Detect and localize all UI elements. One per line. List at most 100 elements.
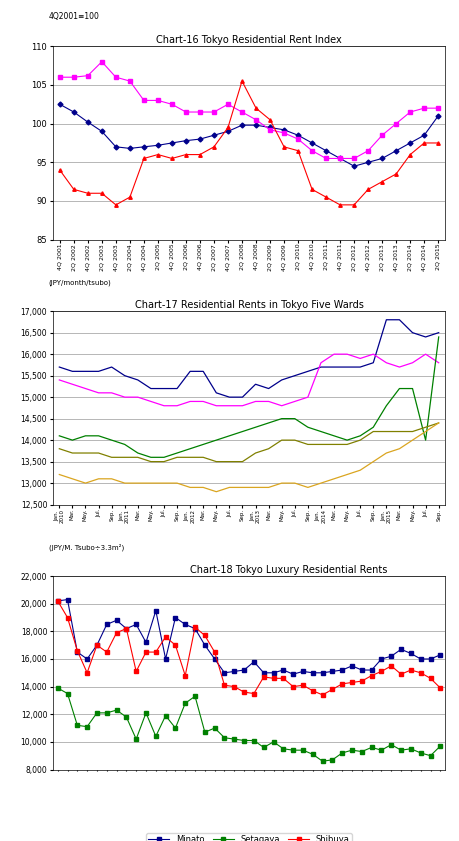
- Minato Ward: [292, 371, 297, 381]
- Chiyoda Ward: [384, 400, 389, 410]
- Compact: [421, 103, 427, 114]
- Chiyoda Ward: [436, 332, 442, 342]
- Minato: [84, 654, 90, 664]
- Shibuya: [153, 647, 158, 657]
- Setagaya: [74, 720, 80, 730]
- Shibuya: [173, 640, 178, 650]
- Compact: [169, 99, 175, 109]
- Shibuya Ward: [305, 392, 311, 402]
- Minato: [222, 668, 227, 678]
- Minato: [388, 651, 394, 661]
- Minato Ward: [305, 367, 311, 377]
- Minato Ward: [253, 379, 258, 389]
- Minato Ward: [122, 371, 128, 381]
- Line: Single: Single: [58, 103, 440, 168]
- Minato: [183, 619, 188, 629]
- Chuo Ward: [109, 473, 114, 484]
- Minato Ward: [70, 367, 75, 377]
- Chiyoda Ward: [161, 452, 167, 463]
- Minato: [123, 623, 129, 633]
- Shibuya Ward: [56, 375, 62, 385]
- Minato Ward: [213, 388, 219, 398]
- Setagaya: [428, 751, 433, 761]
- Family: [85, 188, 90, 198]
- Compact: [267, 124, 273, 135]
- Minato Ward: [266, 383, 271, 394]
- Minato: [202, 640, 207, 650]
- Shinjuku Ward: [344, 439, 350, 449]
- Shinjuku Ward: [397, 426, 402, 436]
- Text: Source: Mitsui Sumitomo Trust Research Institute Co. Ltd. and At Home Co. Ltd.: Source: Mitsui Sumitomo Trust Research I…: [53, 360, 318, 366]
- Chuo Ward: [96, 473, 101, 484]
- Chuo Ward: [56, 469, 62, 479]
- Chiyoda Ward: [370, 422, 376, 432]
- Shibuya Ward: [266, 396, 271, 406]
- Single: [225, 126, 231, 136]
- Shinjuku Ward: [148, 457, 154, 467]
- Shibuya: [163, 632, 168, 642]
- Setagaya: [418, 748, 424, 758]
- Family: [211, 142, 217, 152]
- Setagaya: [379, 745, 384, 755]
- Chuo Ward: [201, 483, 206, 493]
- Line: Minato Ward: Minato Ward: [59, 320, 439, 397]
- Compact: [225, 99, 231, 109]
- Shibuya: [291, 681, 296, 691]
- Text: (JPY/M. Tsubo÷3.3m²): (JPY/M. Tsubo÷3.3m²): [49, 543, 124, 551]
- Single: [127, 143, 133, 153]
- Shinjuku Ward: [410, 426, 415, 436]
- Minato: [369, 665, 375, 675]
- Chiyoda Ward: [70, 435, 75, 445]
- Family: [393, 169, 399, 179]
- Setagaya: [202, 727, 207, 738]
- Shibuya: [261, 672, 267, 682]
- Line: Shibuya Ward: Shibuya Ward: [59, 354, 439, 405]
- Chuo Ward: [148, 478, 154, 488]
- Chiyoda Ward: [187, 444, 193, 454]
- Minato Ward: [161, 383, 167, 394]
- Shinjuku Ward: [331, 439, 337, 449]
- Minato Ward: [436, 328, 442, 338]
- Shinjuku Ward: [292, 435, 297, 445]
- Chuo Ward: [370, 457, 376, 467]
- Setagaya: [153, 732, 158, 742]
- Shibuya Ward: [253, 396, 258, 406]
- Chuo Ward: [83, 478, 88, 488]
- Compact: [393, 119, 399, 129]
- Single: [57, 99, 62, 109]
- Family: [225, 123, 231, 133]
- Compact: [352, 153, 357, 163]
- Chiyoda Ward: [305, 422, 311, 432]
- Chiyoda Ward: [253, 422, 258, 432]
- Shinjuku Ward: [370, 426, 376, 436]
- Shibuya Ward: [109, 388, 114, 398]
- Chuo Ward: [358, 465, 363, 475]
- Shibuya Ward: [423, 349, 428, 359]
- Shinjuku Ward: [240, 457, 245, 467]
- Family: [127, 192, 133, 202]
- Compact: [380, 130, 385, 140]
- Shibuya Ward: [83, 383, 88, 394]
- Line: Setagaya: Setagaya: [56, 686, 442, 763]
- Shibuya Ward: [318, 357, 324, 368]
- Shibuya: [437, 683, 443, 693]
- Chuo Ward: [279, 478, 285, 488]
- Shibuya: [418, 668, 424, 678]
- Single: [239, 120, 245, 130]
- Setagaya: [192, 691, 198, 701]
- Title: Chart-17 Residential Rents in Tokyo Five Wards: Chart-17 Residential Rents in Tokyo Five…: [134, 300, 364, 310]
- Minato Ward: [384, 315, 389, 325]
- Setagaya: [163, 711, 168, 721]
- Minato Ward: [201, 367, 206, 377]
- Shibuya: [114, 627, 119, 637]
- Shibuya Ward: [384, 357, 389, 368]
- Shibuya: [143, 647, 149, 657]
- Minato: [418, 654, 424, 664]
- Chuo Ward: [331, 473, 337, 484]
- Chuo Ward: [423, 426, 428, 436]
- Shibuya: [271, 674, 276, 684]
- Setagaya: [231, 734, 237, 744]
- Compact: [197, 107, 203, 117]
- Compact: [309, 145, 315, 156]
- Setagaya: [261, 743, 267, 753]
